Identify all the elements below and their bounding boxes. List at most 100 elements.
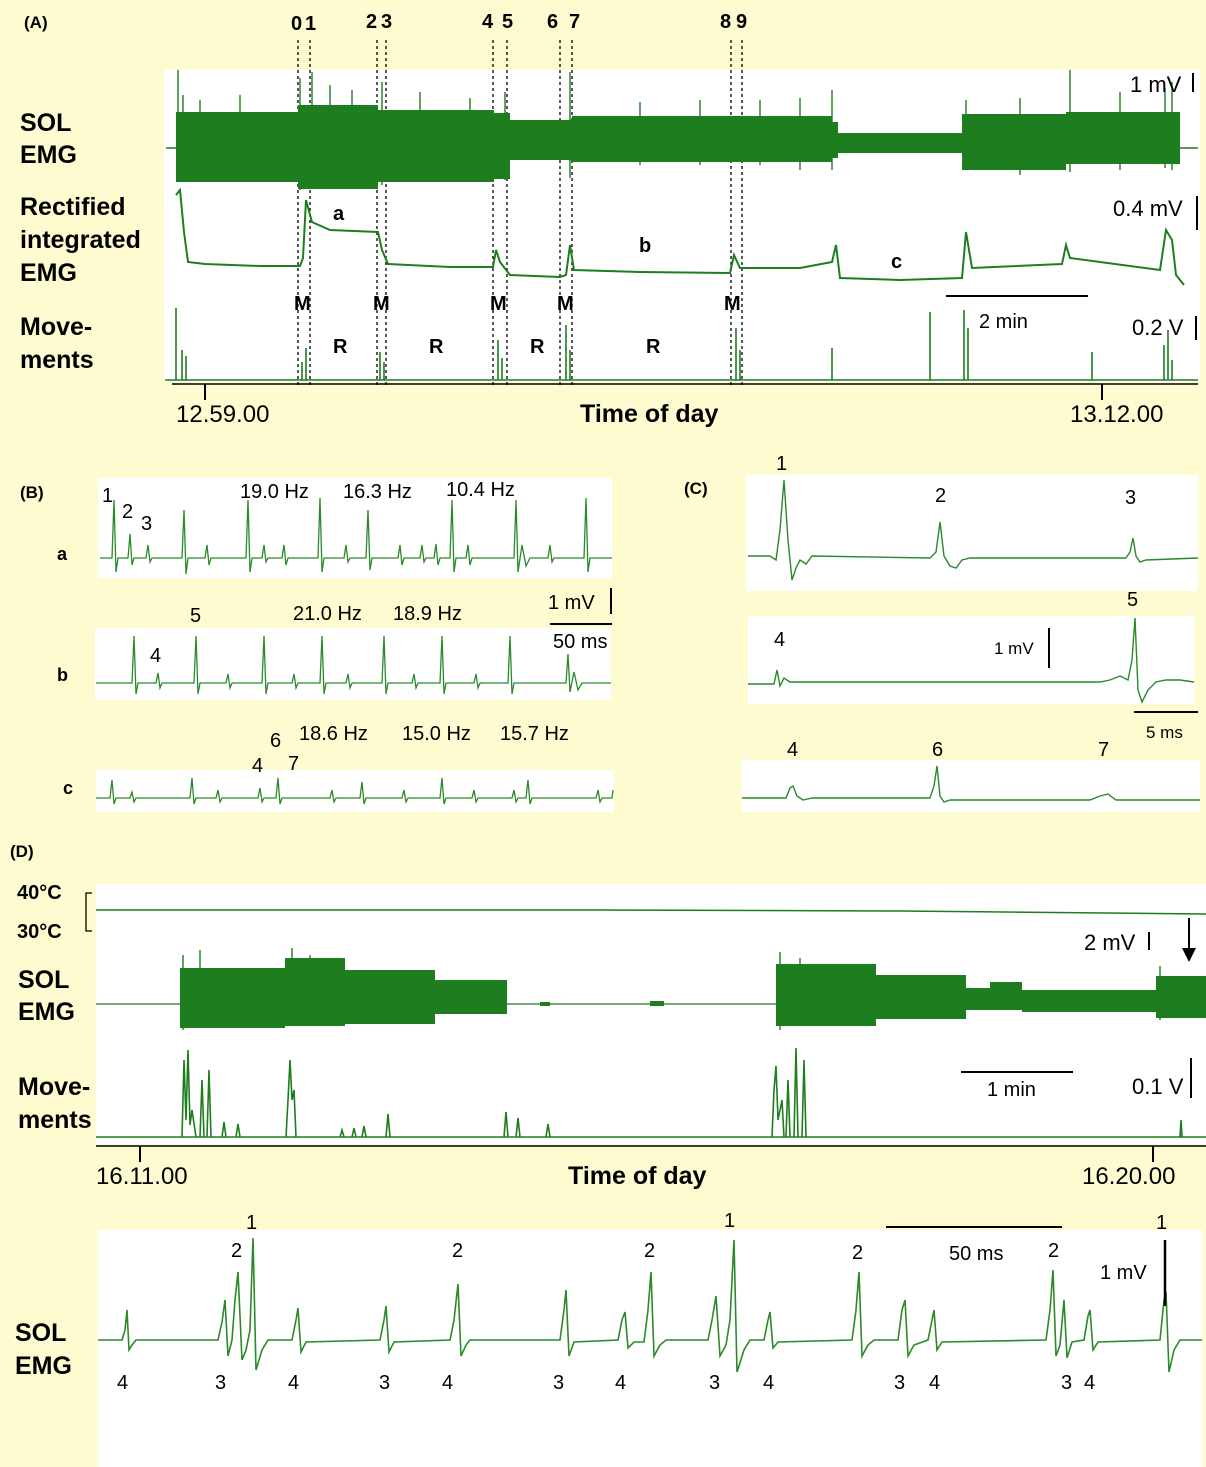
b-freq-a-2: 16.3 Hz: [343, 481, 412, 503]
e-top-4: 2: [644, 1240, 655, 1262]
panel-b-row-a-labels: 1 2 3 19.0 Hz 16.3 Hz 10.4 Hz: [102, 479, 515, 535]
e-scale-label-t: 50 ms: [949, 1243, 1003, 1265]
b-unit-3: 3: [141, 513, 152, 535]
panel-a-movements-trace: [165, 308, 1198, 381]
movement-mark-3: M: [490, 293, 507, 315]
d-mov-label-line1: Move-: [18, 1073, 90, 1101]
marker-3: 3: [381, 11, 392, 33]
b-freq-c-2: 15.0 Hz: [402, 723, 471, 745]
panel-a-tick-label-1: 12.59.00: [176, 401, 269, 428]
e-scale-label-v: 1 mV: [1100, 1262, 1147, 1284]
b-freq-b-1: 21.0 Hz: [293, 603, 362, 625]
marker-2: 2: [366, 11, 377, 33]
panel-e-bottom-unit-labels: 4 3 4 3 4 3 4 3 4 3 4 3 4: [117, 1372, 1095, 1394]
c-unit-4-row3: 4: [787, 739, 798, 761]
movement-mark-1: M: [294, 293, 311, 315]
e-bot-11: 4: [929, 1372, 940, 1394]
rest-mark-4: R: [646, 336, 661, 358]
panel-b-row-b: b: [57, 665, 68, 685]
temp-high-label: 40°C: [17, 882, 62, 904]
panel-c-box-1: [746, 475, 1198, 591]
panel-b-label: (B): [20, 483, 44, 502]
panel-a-rectified-trace: [175, 187, 1185, 286]
scale-label-a-mov: 0.2 V: [1132, 315, 1184, 340]
marker-7: 7: [569, 11, 580, 33]
marker-8: 8: [720, 11, 731, 33]
e-sol-label-line1: SOL: [15, 1319, 66, 1347]
panel-a-sol-emg-trace: [166, 70, 1198, 190]
b-unit-7-row-c: 7: [288, 753, 299, 775]
panel-d-label: (D): [10, 842, 34, 861]
b-unit-6-row-c: 6: [270, 730, 281, 752]
b-scale-label-t: 50 ms: [553, 631, 607, 653]
marker-0: 0: [291, 13, 302, 35]
e-top-5: 1: [724, 1210, 735, 1232]
d-mov-label-line2: ments: [18, 1106, 92, 1134]
panel-b-box-c: [96, 770, 614, 812]
e-top-1: 1: [246, 1212, 257, 1234]
b-unit-1: 1: [102, 485, 113, 507]
b-unit-4-row-b: 4: [150, 645, 161, 667]
temperature-trace: [96, 909, 1206, 915]
marker-4: 4: [482, 11, 494, 33]
c-unit-5-row2: 5: [1127, 589, 1138, 611]
c-unit-6-row3: 6: [932, 739, 943, 761]
marker-5: 5: [502, 11, 513, 33]
rect-label-line3: EMG: [20, 259, 77, 287]
panel-b-box-b: [95, 628, 611, 700]
c-unit-2: 2: [935, 485, 946, 507]
c-unit-4-row2: 4: [774, 629, 785, 651]
e-bot-3: 4: [288, 1372, 299, 1394]
marker-6: 6: [547, 11, 558, 33]
e-bot-9: 4: [763, 1372, 774, 1394]
e-bot-6: 3: [553, 1372, 564, 1394]
time-scale-label-a: 2 min: [979, 311, 1028, 333]
e-bot-13: 4: [1084, 1372, 1095, 1394]
movement-mark-4: M: [557, 293, 574, 315]
panel-e-top-unit-labels: 1 2 2 2 1 2 2 1: [231, 1210, 1167, 1264]
panel-d-x-title: Time of day: [568, 1162, 707, 1190]
panel-a-x-title: Time of day: [580, 400, 719, 428]
panel-a-movement-marks: M M M M M R R R R: [294, 293, 741, 358]
b-freq-b-2: 18.9 Hz: [393, 603, 462, 625]
rest-mark-3: R: [530, 336, 545, 358]
e-sol-label-line2: EMG: [15, 1352, 72, 1380]
segment-label-c: c: [891, 251, 902, 273]
panel-a-markers: 0 1 2 3 4 5 6 7 8 9: [291, 11, 747, 35]
b-unit-2: 2: [122, 501, 133, 523]
d-time-scale-label: 1 min: [987, 1079, 1036, 1101]
panel-a-tick-label-2: 13.12.00: [1070, 401, 1163, 428]
e-top-3: 2: [452, 1240, 463, 1262]
panel-d-movements-trace: [96, 1047, 1206, 1138]
rect-label-line2: integrated: [20, 226, 141, 254]
panel-d-tick-label-1: 16.11.00: [96, 1163, 188, 1190]
b-unit-5-row-b: 5: [190, 605, 201, 627]
panel-b-trace-a: [100, 497, 612, 575]
panel-d-tick-label-2: 16.20.00: [1082, 1163, 1175, 1190]
temp-low-label: 30°C: [17, 921, 62, 943]
panel-b-row-a: a: [57, 544, 68, 564]
movement-mark-5: M: [724, 293, 741, 315]
panel-c-box-2: [748, 616, 1194, 704]
panel-a-row-labels: SOL EMG Rectified integrated EMG Move- m…: [20, 109, 141, 374]
movement-mark-2: M: [373, 293, 390, 315]
panel-b-trace-b: [96, 635, 611, 695]
e-bot-7: 4: [615, 1372, 626, 1394]
e-bot-5: 4: [442, 1372, 453, 1394]
segment-label-b: b: [639, 235, 651, 257]
panel-c-trace-3: [742, 765, 1200, 803]
panel-c-label: (C): [684, 479, 708, 498]
e-top-2: 2: [231, 1240, 242, 1262]
c-scale-label-t: 5 ms: [1146, 723, 1183, 742]
temp-bracket: [85, 892, 92, 932]
e-bot-8: 3: [709, 1372, 720, 1394]
scale-label-a-rect: 0.4 mV: [1113, 196, 1183, 221]
marker-1: 1: [305, 13, 316, 35]
d-scale-label-sol: 2 mV: [1084, 930, 1136, 955]
sol-label-line1: SOL: [20, 109, 71, 137]
c-unit-3: 3: [1125, 487, 1136, 509]
rest-mark-1: R: [333, 336, 348, 358]
panel-b-row-c: c: [63, 778, 73, 798]
d-sol-label-line1: SOL: [18, 966, 69, 994]
